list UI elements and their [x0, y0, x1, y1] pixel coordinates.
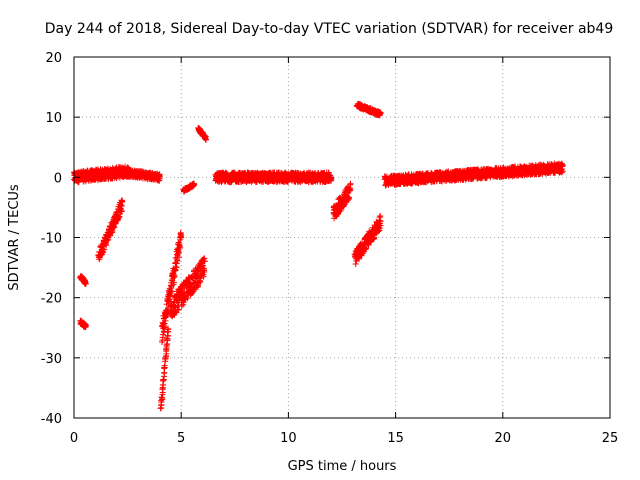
- data-point: [158, 399, 165, 406]
- data-point: [170, 279, 177, 286]
- data-point: [174, 257, 181, 264]
- x-tick-label: 5: [177, 431, 185, 446]
- data-points: [71, 100, 566, 412]
- data-point: [118, 207, 125, 214]
- data-point: [161, 323, 168, 330]
- data-point: [161, 362, 168, 369]
- data-point: [377, 213, 384, 220]
- data-point: [118, 199, 125, 206]
- y-tick-label: -40: [41, 412, 62, 427]
- data-point: [167, 289, 174, 296]
- data-point: [160, 381, 167, 388]
- chart-title: Day 244 of 2018, Sidereal Day-to-day VTE…: [45, 21, 614, 37]
- data-point: [346, 194, 353, 201]
- data-point: [201, 258, 208, 265]
- data-point: [111, 224, 118, 231]
- data-point: [365, 241, 372, 248]
- data-point: [115, 214, 122, 221]
- data-point: [82, 321, 89, 328]
- data-point: [160, 376, 167, 383]
- x-tick-label: 10: [280, 431, 297, 446]
- data-point: [559, 168, 566, 175]
- data-point: [180, 299, 187, 306]
- y-axis-label: SDTVAR / TECUs: [7, 184, 22, 291]
- axis-ticks: 0 5 10 15 20 25 -40 -30 -20 -10 0 10 20: [41, 51, 619, 446]
- data-point: [328, 177, 335, 184]
- data-point: [202, 136, 209, 143]
- x-tick-label: 0: [70, 431, 78, 446]
- data-point: [171, 273, 178, 280]
- y-tick-label: -10: [41, 232, 62, 247]
- y-tick-label: -30: [41, 352, 62, 367]
- data-point: [376, 225, 383, 232]
- x-tick-label: 25: [602, 431, 619, 446]
- data-point: [178, 234, 185, 241]
- data-point: [347, 180, 354, 187]
- data-point: [156, 171, 163, 178]
- y-tick-label: 20: [45, 51, 62, 66]
- data-point: [83, 280, 90, 287]
- data-point: [82, 321, 89, 328]
- x-axis-label: GPS time / hours: [288, 459, 397, 474]
- y-tick-label: -20: [41, 292, 62, 307]
- data-point: [175, 249, 182, 256]
- data-point: [177, 244, 184, 251]
- data-point: [200, 273, 207, 280]
- y-tick-label: 0: [54, 171, 62, 186]
- data-point: [377, 109, 384, 116]
- data-point: [352, 260, 359, 267]
- x-tick-label: 15: [387, 431, 404, 446]
- data-point: [178, 302, 185, 309]
- y-tick-label: 10: [45, 111, 62, 126]
- data-point: [175, 248, 182, 255]
- data-point: [168, 288, 175, 295]
- data-point: [157, 405, 164, 412]
- data-point: [118, 202, 125, 209]
- data-point: [101, 246, 108, 253]
- data-point: [558, 169, 565, 176]
- data-point: [167, 298, 174, 305]
- data-point: [191, 180, 198, 187]
- data-point: [377, 218, 384, 225]
- data-point: [201, 267, 208, 274]
- data-point: [160, 321, 167, 328]
- grid-lines: [74, 57, 610, 418]
- data-point: [559, 162, 566, 169]
- data-point: [174, 306, 181, 313]
- data-point: [163, 343, 170, 350]
- x-tick-label: 20: [495, 431, 512, 446]
